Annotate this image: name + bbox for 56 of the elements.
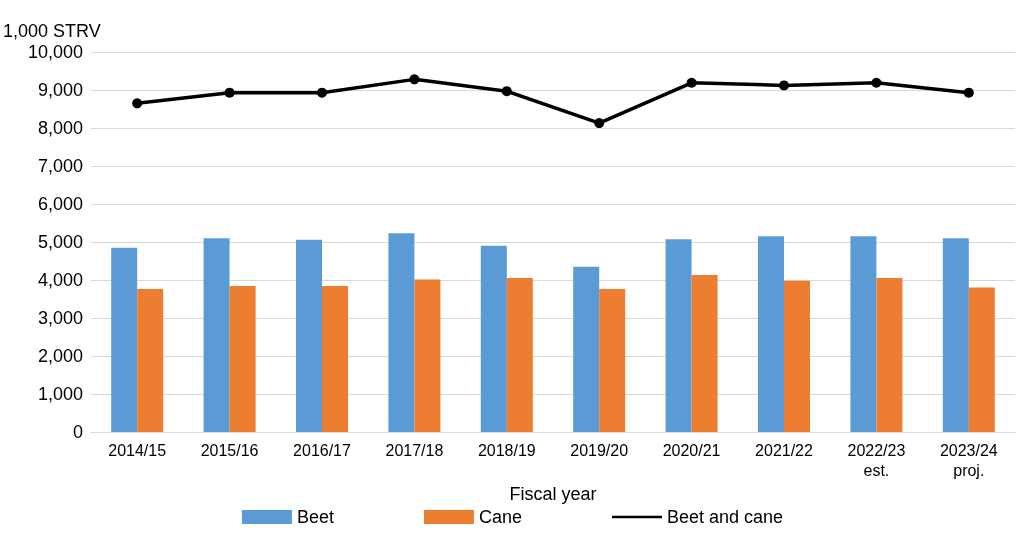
point [317,87,327,98]
x-tick-label: 2014/15 [108,441,167,459]
bar [229,286,256,432]
bar [573,266,600,432]
point [963,87,974,98]
point [686,77,697,88]
y-tick-label: 9,000 [37,80,83,100]
point [501,86,512,97]
bar [876,278,903,432]
bar [599,289,626,432]
legend-label: Beet [296,507,334,527]
y-tick-label: 7,000 [37,156,83,176]
bar [942,238,969,432]
point [132,98,143,109]
x-tick-label: 2017/18 [385,441,444,459]
y-tick-label: 0 [72,422,83,442]
bar [203,238,230,432]
x-tick-label: 2021/22 [755,441,814,459]
x-tick-label: 2015/16 [200,441,259,459]
bar [296,239,322,432]
bar [758,236,784,432]
bar [137,289,164,432]
legend-label: Beet and cane [666,507,784,527]
bar [480,245,507,432]
x-axis-title: Fiscal year [509,483,597,504]
y-tick-label: 1,000 [37,384,83,404]
y-tick-label: 4,000 [37,270,83,290]
y-tick-label: 2,000 [37,346,83,366]
bar [850,236,877,432]
bar [414,279,441,432]
point [594,118,605,129]
point [409,74,420,85]
legend-label: Cane [478,507,522,527]
x-tick-label: 2019/20 [570,441,629,459]
bar [784,280,810,432]
bar [968,287,995,432]
y-tick-label: 8,000 [37,118,83,138]
point [871,77,882,88]
y-axis-title: 1,000 STRV [3,21,101,41]
bar [322,286,348,432]
x-tick-label: 2020/21 [662,441,721,459]
y-tick-label: 6,000 [37,194,83,214]
x-tick-label: 2023/24 proj. [939,441,998,479]
point [779,80,789,91]
y-tick-label: 10,000 [27,42,83,62]
point [224,87,235,98]
bar [111,247,138,432]
bar [388,233,415,432]
x-tick-label: 2022/23 est. [847,441,906,479]
y-tick-label: 3,000 [37,308,83,328]
y-tick-label: 5,000 [37,232,83,252]
x-tick-label: 2018/19 [477,441,536,459]
x-tick-label: 2016/17 [293,441,352,459]
bar [691,275,718,432]
bar [506,278,533,432]
bar [665,239,692,432]
